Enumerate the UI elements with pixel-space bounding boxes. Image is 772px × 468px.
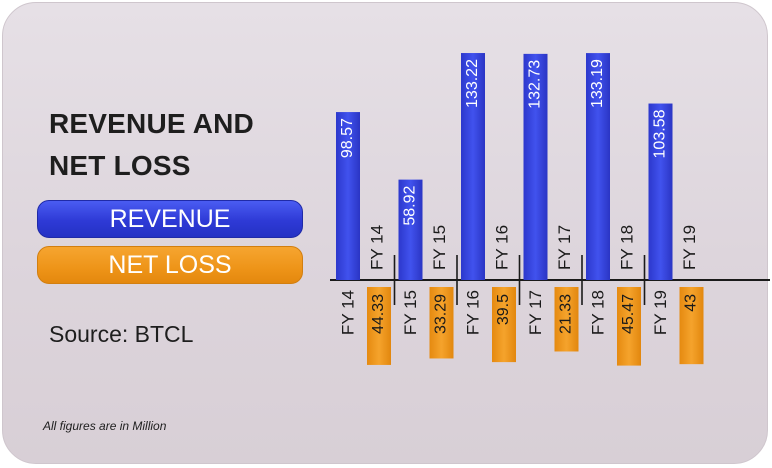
category-label-bottom: FY 19 xyxy=(651,290,670,335)
footnote: All figures are in Million xyxy=(43,419,167,433)
net-loss-bar xyxy=(554,287,579,352)
revenue-value-label: 103.58 xyxy=(652,109,669,158)
category-label-top: FY 15 xyxy=(430,225,449,270)
revenue-value-label: 58.92 xyxy=(402,186,419,226)
category-label-bottom: FY 18 xyxy=(588,290,607,335)
category-label-top: FY 18 xyxy=(617,225,636,270)
net-loss-value-label: 21.33 xyxy=(558,294,575,334)
category-label-top: FY 17 xyxy=(555,225,574,270)
revenue-bar xyxy=(648,103,673,281)
net-loss-bar xyxy=(617,287,641,366)
title-line-1: REVENUE AND xyxy=(49,108,254,139)
source-note: Source: BTCL xyxy=(49,321,194,347)
revenue-bar xyxy=(523,53,548,281)
net-loss-bar xyxy=(429,287,454,359)
revenue-value-label: 133.19 xyxy=(589,59,606,108)
title-line-2: NET LOSS xyxy=(49,150,191,181)
revenue-bar xyxy=(461,53,485,280)
category-label-top: FY 14 xyxy=(367,225,386,270)
revenue-value-label: 132.73 xyxy=(527,60,544,109)
revenue-value-label: 133.22 xyxy=(464,59,481,108)
net-loss-value-label: 33.29 xyxy=(433,294,450,334)
legend-net-loss-label: NET LOSS xyxy=(108,250,232,279)
revenue-bar xyxy=(586,53,610,280)
infographic-card: REVENUE AND NET LOSS REVENUE NET LOSS So… xyxy=(2,2,768,464)
legend-revenue: REVENUE xyxy=(37,200,303,238)
net-loss-bar xyxy=(679,287,704,365)
category-label-bottom: FY 17 xyxy=(526,290,545,335)
category-label-top: FY 19 xyxy=(680,225,699,270)
category-label-top: FY 16 xyxy=(492,225,511,270)
category-label-bottom: FY 16 xyxy=(463,290,482,335)
net-loss-value-label: 39.5 xyxy=(495,294,512,325)
chart-title: REVENUE AND NET LOSS xyxy=(49,103,254,187)
revenue-bar xyxy=(398,179,423,280)
net-loss-bar xyxy=(367,287,391,365)
net-loss-bar xyxy=(492,287,516,363)
net-loss-value-label: 44.33 xyxy=(370,294,387,334)
category-label-bottom: FY 15 xyxy=(401,290,420,335)
net-loss-value-label: 43 xyxy=(683,294,700,312)
category-label-bottom: FY 14 xyxy=(338,290,357,335)
revenue-value-label: 98.57 xyxy=(339,118,356,158)
legend-net-loss: NET LOSS xyxy=(37,246,303,284)
legend-revenue-label: REVENUE xyxy=(109,204,231,233)
net-loss-value-label: 45.47 xyxy=(620,294,637,334)
revenue-bar xyxy=(336,112,360,281)
